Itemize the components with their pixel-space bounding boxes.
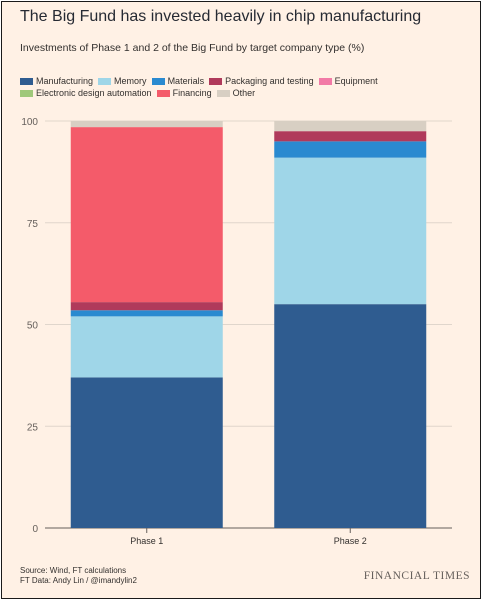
legend-label: Materials: [167, 76, 205, 86]
footer: Source: Wind, FT calculations FT Data: A…: [20, 566, 137, 586]
x-tick-label: Phase 1: [130, 536, 163, 546]
bar-segment-memory: [70, 316, 223, 378]
credit-note: FT Data: Andy Lin / @imandylin2: [20, 576, 137, 585]
bar-segment-manufacturing: [70, 377, 223, 528]
legend: Manufacturing Memory Materials Packaging…: [20, 75, 470, 99]
bar-segment-packaging-and-testing: [274, 131, 427, 142]
legend-item-memory: Memory: [98, 76, 147, 86]
legend-item-materials: Materials: [151, 76, 205, 86]
legend-item-other: Other: [216, 88, 256, 98]
legend-label: Financing: [172, 88, 212, 98]
legend-item-packaging-and-testing: Packaging and testing: [209, 76, 314, 86]
y-tick-label: 50: [27, 321, 39, 332]
legend-item-financing: Financing: [156, 88, 212, 98]
bar-segment-manufacturing: [274, 304, 427, 528]
publisher-logo: FINANCIAL TIMES: [363, 570, 470, 582]
legend-swatch: [151, 77, 165, 85]
legend-label: Packaging and testing: [225, 76, 314, 86]
bar-segment-materials: [70, 310, 223, 317]
chart-subtitle: Investments of Phase 1 and 2 of the Big …: [20, 42, 365, 54]
y-tick-label: 75: [27, 219, 39, 230]
bar-segment-financing: [70, 127, 223, 303]
bar-segment-packaging-and-testing: [70, 302, 223, 311]
y-tick-label: 25: [27, 422, 39, 433]
legend-swatch: [156, 89, 170, 97]
bar-segment-other: [70, 121, 223, 128]
bar-segment-other: [274, 121, 427, 132]
legend-item-electronic-design-automation: Electronic design automation: [20, 88, 152, 98]
legend-swatch: [209, 77, 223, 85]
legend-swatch: [318, 77, 332, 85]
legend-label: Other: [232, 88, 256, 98]
legend-row: Manufacturing Memory Materials Packaging…: [20, 75, 470, 87]
bar-segment-materials: [274, 141, 427, 158]
y-tick-label: 100: [21, 117, 38, 128]
legend-swatch: [20, 77, 33, 85]
legend-row: Electronic design automation Financing O…: [20, 87, 470, 99]
bar-segment-memory: [274, 157, 427, 305]
y-tick-label: 0: [32, 524, 38, 535]
legend-item-manufacturing: Manufacturing: [20, 76, 93, 86]
legend-item-equipment: Equipment: [318, 76, 378, 86]
legend-swatch: [20, 89, 33, 97]
legend-label: Electronic design automation: [36, 88, 152, 98]
source-note: Source: Wind, FT calculations: [20, 566, 127, 575]
chart-title: The Big Fund has invested heavily in chi…: [20, 8, 422, 25]
legend-label: Manufacturing: [36, 76, 94, 86]
legend-label: Memory: [114, 76, 147, 86]
legend-swatch: [216, 89, 230, 97]
legend-label: Equipment: [334, 76, 378, 86]
x-tick-label: Phase 2: [334, 536, 367, 546]
legend-swatch: [98, 77, 112, 85]
